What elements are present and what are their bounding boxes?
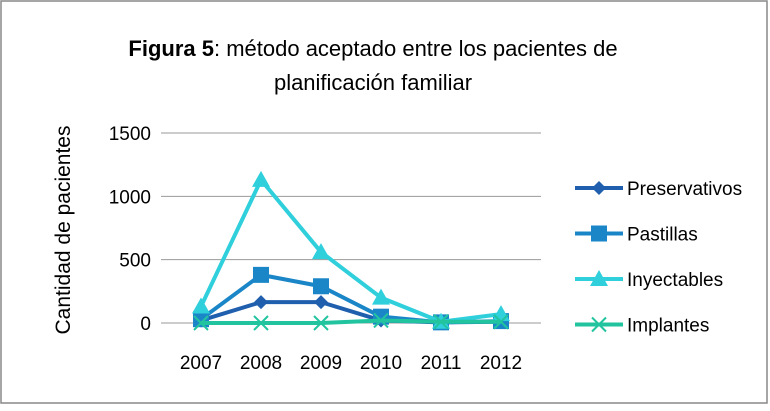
legend-marker — [591, 225, 607, 242]
y-tick-label: 1000 — [109, 187, 151, 208]
y-axis-label: Cantidad de pacientes — [52, 126, 75, 335]
marker — [493, 314, 509, 330]
marker — [313, 278, 329, 295]
marker — [372, 288, 390, 305]
legend-label: Pastillas — [627, 225, 698, 246]
legend-label: Inyectables — [627, 270, 723, 291]
marker — [312, 243, 330, 260]
x-tick-label: 2008 — [240, 353, 282, 374]
marker — [313, 315, 329, 331]
chart-title-line2: planificación familiar — [274, 70, 472, 95]
legend-label: Implantes — [627, 316, 709, 337]
title-rest: : método aceptado entre los pacientes de — [214, 36, 618, 61]
marker — [192, 297, 210, 314]
x-tick-label: 2011 — [421, 353, 462, 374]
marker — [252, 170, 270, 187]
marker — [193, 315, 209, 331]
x-tick-label: 2012 — [480, 353, 522, 374]
marker — [314, 295, 328, 310]
title-bold: Figura 5 — [128, 36, 214, 61]
x-tick-label: 2010 — [360, 353, 402, 374]
marker — [253, 315, 269, 331]
y-tick-label: 1500 — [109, 124, 151, 145]
x-tick-label: 2007 — [180, 353, 222, 374]
series-line — [201, 318, 501, 325]
marker — [254, 295, 268, 310]
legend-label: Preservativos — [627, 179, 742, 200]
legend-marker — [590, 270, 608, 286]
legend-marker — [591, 316, 607, 333]
x-tick-label: 2009 — [300, 353, 342, 374]
chart-title: Figura 5: método aceptado entre los paci… — [128, 36, 617, 61]
y-tick-label: 0 — [140, 314, 151, 335]
marker — [253, 266, 269, 283]
marker — [373, 312, 389, 329]
y-tick-label: 500 — [119, 251, 151, 272]
legend-marker — [592, 181, 606, 195]
marker — [433, 314, 449, 330]
